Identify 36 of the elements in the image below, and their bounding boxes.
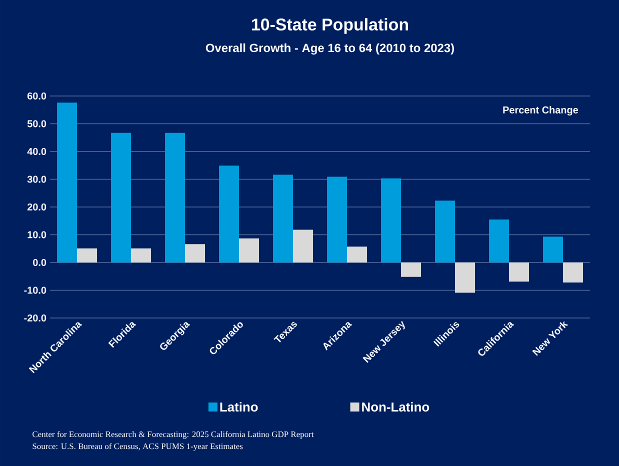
bar <box>185 244 206 262</box>
bar <box>489 219 510 262</box>
bar <box>239 238 260 262</box>
bar <box>543 236 564 262</box>
y-tick-label: 10.0 <box>28 231 46 238</box>
y-tick-label: 20.0 <box>27 203 46 211</box>
source-note: Source: U.S. Bureau of Census, ACS PUMS 1-year Estimates <box>32 443 243 451</box>
y-tick-label: 40.0 <box>27 148 46 156</box>
bar <box>77 248 98 262</box>
chart-title: 10-State Population <box>252 18 408 34</box>
bar <box>435 200 456 262</box>
bar <box>401 262 422 277</box>
legend-label: Latino <box>220 402 258 412</box>
bar <box>347 246 368 262</box>
bar <box>381 178 402 262</box>
y-tick-label: 30.0 <box>27 176 46 183</box>
bar <box>165 132 186 262</box>
y-tick-label: 0.0 <box>33 258 46 266</box>
bar <box>57 102 78 262</box>
y-tick-label: -20.0 <box>24 314 46 322</box>
bar <box>219 166 240 262</box>
bar <box>327 176 348 262</box>
annotation: Percent Change <box>503 106 578 116</box>
y-tick-label: 60.0 <box>27 92 46 100</box>
bar <box>293 230 314 262</box>
bar <box>563 262 584 282</box>
bar <box>273 174 294 262</box>
bar <box>111 132 132 262</box>
y-tick-label: 50.0 <box>27 120 46 128</box>
bar <box>509 262 530 282</box>
chart-subtitle: Overall Growth - Age 16 to 64 (2010 to 2023) <box>206 43 454 55</box>
y-tick-label: -10.0 <box>24 286 46 294</box>
legend-label: Non-Latino <box>362 402 430 412</box>
bar <box>455 262 476 293</box>
bar <box>131 248 152 262</box>
text: Center for Economic Research & Forecasting: 2025 California Latino GDP Report <box>32 431 314 439</box>
